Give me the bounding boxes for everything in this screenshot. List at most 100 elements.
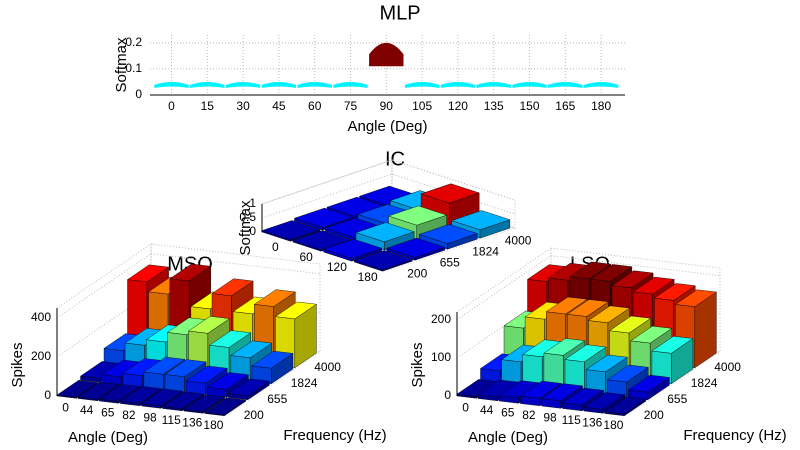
grid-line	[261, 173, 516, 219]
x-tick-label: 180	[203, 418, 223, 432]
bar-face	[56, 380, 99, 398]
chart-title: MLP	[379, 2, 420, 24]
bar-face	[274, 301, 317, 320]
z-tick-label: 0	[444, 388, 451, 402]
x-tick-label: 44	[480, 403, 494, 417]
bar	[293, 207, 354, 231]
x-tick-label: 180	[358, 270, 378, 284]
bar-face	[211, 278, 254, 297]
bar-face	[630, 325, 673, 344]
z-tick-label: 1	[249, 196, 256, 210]
bar-face	[143, 356, 186, 375]
x-tick-label: 75	[344, 99, 358, 113]
y-tick-label: 4000	[505, 234, 532, 248]
y-tick-label: 1824	[691, 376, 718, 390]
hump	[440, 81, 476, 88]
hump	[297, 81, 332, 88]
x-axis-label: Angle (Deg)	[68, 429, 148, 446]
z-tick-label: 200	[31, 349, 51, 363]
grid-line	[261, 159, 516, 205]
x-tick-label: 44	[80, 403, 94, 417]
y-tick-label: 0.1	[125, 61, 142, 75]
bar-face	[632, 276, 675, 295]
y-tick-label: 1824	[472, 245, 499, 259]
bar-face	[185, 365, 228, 384]
hump	[333, 81, 368, 88]
bar-face	[540, 383, 584, 401]
bar-face	[206, 372, 249, 390]
x-tick-label: 30	[236, 99, 250, 113]
grid-line	[384, 227, 516, 273]
bar-face	[204, 397, 247, 416]
bar-face	[611, 270, 654, 289]
x-tick-label: 0	[62, 400, 69, 414]
x-tick-label: 98	[143, 410, 157, 424]
bar-face	[564, 344, 607, 363]
x-tick-label: 45	[272, 99, 286, 113]
x-tick-label: 135	[484, 99, 504, 113]
bar-face	[604, 396, 647, 415]
bar	[651, 335, 694, 385]
y-tick-label: 655	[667, 392, 687, 406]
bar-face	[261, 220, 321, 241]
bar-face	[355, 222, 415, 243]
x-tick-label: 105	[412, 99, 432, 113]
x-tick-label: 120	[327, 260, 347, 274]
x-tick-label: 115	[562, 413, 581, 427]
bar	[261, 220, 321, 242]
bar	[353, 250, 414, 272]
bar-face	[569, 261, 612, 280]
bar-face	[169, 263, 212, 282]
hump	[476, 81, 511, 88]
x-tick-label: 115	[162, 413, 181, 427]
z-tick-label: 0	[249, 224, 256, 238]
bar	[355, 222, 415, 251]
bar-face	[566, 299, 609, 317]
x-tick-label: 82	[122, 408, 136, 422]
bar	[204, 397, 247, 417]
x-tick-label: 0	[168, 99, 175, 113]
z-axis-label: Spikes	[9, 342, 26, 387]
bar-face	[140, 388, 184, 407]
bar-face	[119, 386, 162, 404]
bar-face	[585, 354, 628, 373]
bar-face	[606, 364, 649, 383]
wall	[261, 159, 393, 233]
grid-line	[625, 351, 721, 417]
bar-face	[519, 380, 562, 399]
z-tick-label: 400	[31, 310, 51, 324]
y-tick-label: 0	[135, 87, 142, 101]
bar	[162, 391, 205, 412]
x-tick-label: 15	[201, 99, 215, 113]
bar-face	[251, 350, 294, 369]
bar	[251, 350, 294, 385]
bar-face	[545, 296, 588, 315]
bar	[604, 396, 647, 417]
bar-face	[77, 381, 120, 400]
bar-face	[162, 391, 205, 410]
x-tick-label: 60	[308, 99, 322, 113]
grid-line	[225, 351, 321, 417]
x-tick-label: 165	[555, 99, 575, 113]
y-axis-label: Frequency (Hz)	[683, 427, 786, 444]
x-tick-label: 90	[380, 99, 394, 113]
y-tick-label: 200	[644, 408, 664, 422]
bar-face	[583, 392, 626, 410]
bar-face	[253, 289, 296, 307]
bar	[183, 394, 226, 414]
x-tick-label: 65	[101, 405, 115, 419]
bar-face	[98, 384, 141, 402]
x-axis-label: Angle (Deg)	[347, 118, 427, 135]
x-tick-label: 82	[522, 408, 536, 422]
bar-face	[562, 387, 605, 406]
x-tick-label: 180	[591, 99, 611, 113]
y-axis-label: Softmax	[113, 37, 130, 93]
y-axis-label: Frequency (Hz)	[283, 427, 386, 444]
bar-face	[674, 289, 717, 307]
hump	[369, 42, 404, 67]
hump	[583, 81, 619, 88]
bar-face	[653, 283, 696, 301]
x-tick-label: 150	[520, 99, 540, 113]
hump	[190, 81, 225, 88]
